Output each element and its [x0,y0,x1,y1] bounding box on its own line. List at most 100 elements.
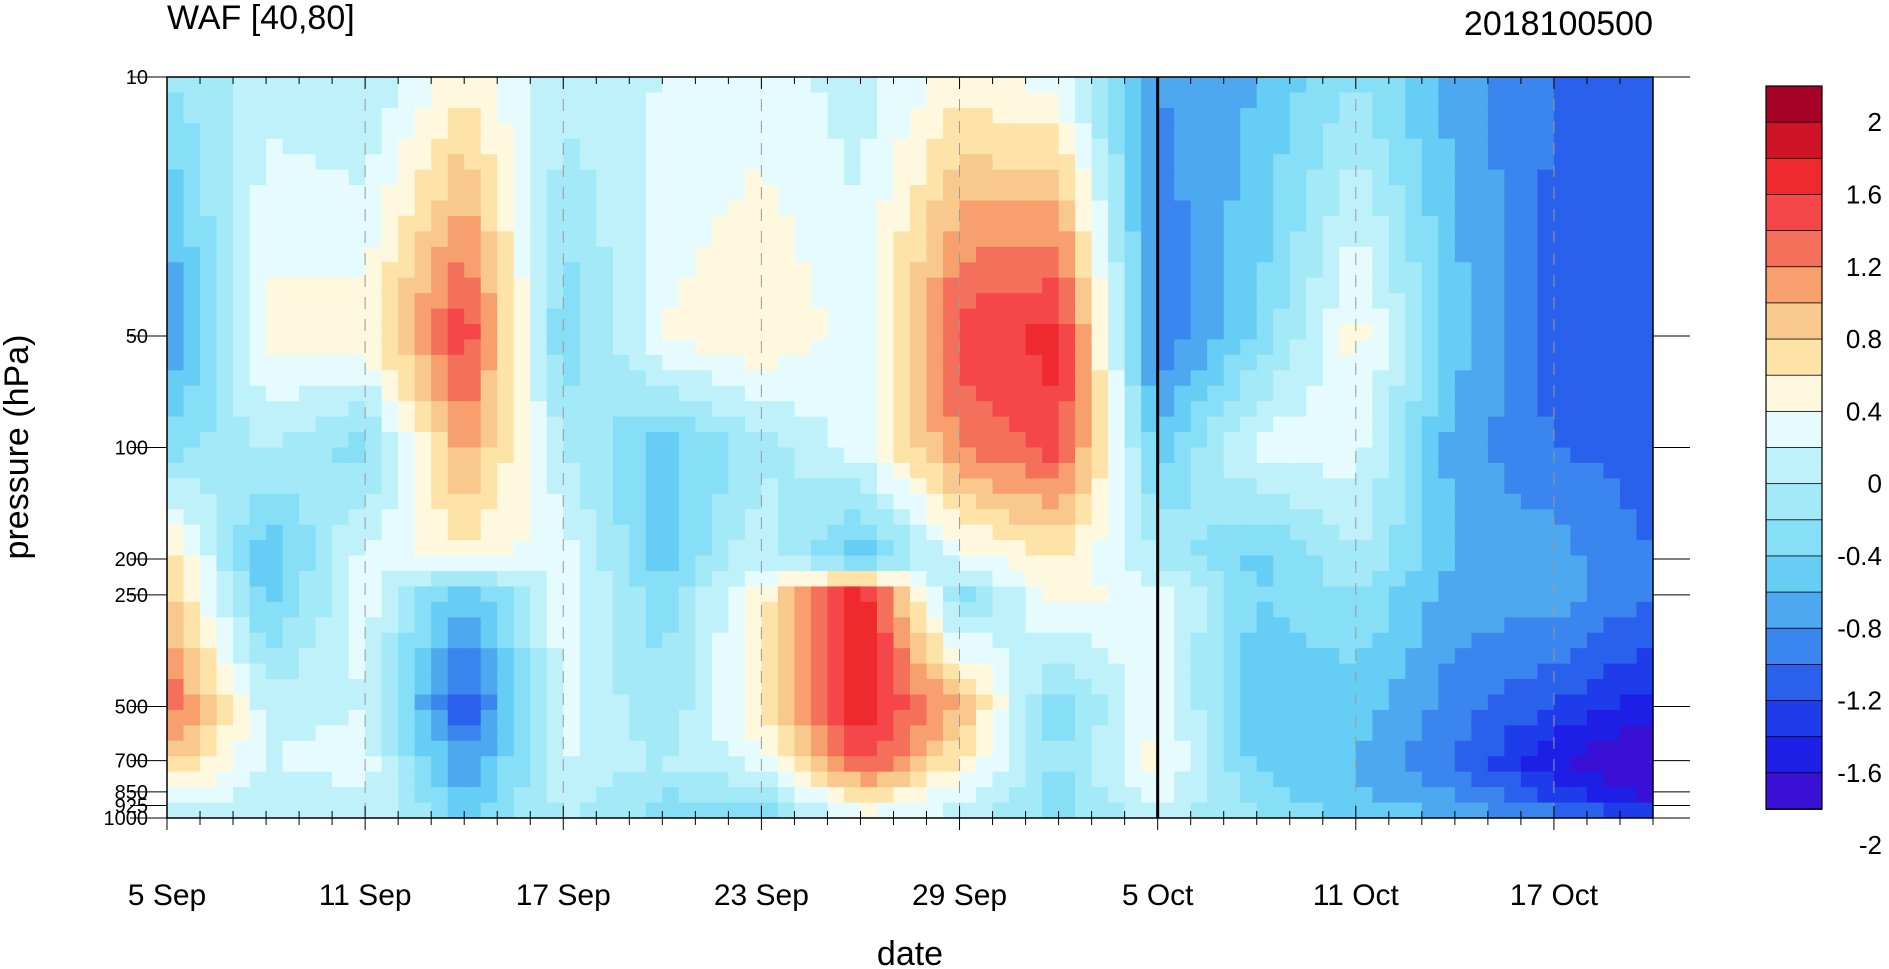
heatmap-cell [1273,771,1291,788]
heatmap-cell [1454,324,1472,341]
heatmap-cell [876,231,895,248]
heatmap-cell [167,555,185,572]
heatmap-cell [1405,709,1423,726]
heatmap-cell [1124,648,1142,665]
heatmap-cell [1405,401,1423,418]
heatmap-cell [810,123,829,140]
heatmap-cell [926,432,944,449]
heatmap-cell [629,385,647,402]
heatmap-cell [728,540,746,557]
heatmap-cell [464,709,482,726]
heatmap-cell [959,663,977,680]
heatmap-cell [695,324,713,341]
heatmap-cell [860,246,878,263]
heatmap-cell [1619,756,1638,773]
heatmap-cell [513,77,531,94]
heatmap-cell [546,648,564,665]
heatmap-cell [1454,370,1472,387]
heatmap-cell [480,262,498,279]
heatmap-cell [414,725,432,742]
heatmap-cell [777,694,796,711]
heatmap-cell [1207,107,1225,124]
heatmap-cell [1289,231,1307,248]
heatmap-cell [893,169,911,186]
heatmap-cell [1405,756,1423,773]
y-tick-label: 250 [115,585,148,607]
heatmap-cell [843,586,862,603]
heatmap-cell [943,107,961,124]
heatmap-cell [860,123,878,140]
heatmap-cell [200,740,218,757]
heatmap-cell [332,632,350,649]
heatmap-cell [612,709,630,726]
heatmap-cell [1570,77,1588,94]
heatmap-cell [299,462,317,479]
heatmap-cell [926,385,944,402]
heatmap-cell [959,401,977,418]
heatmap-cell [1454,231,1472,248]
heatmap-cell [876,138,895,155]
heatmap-cell [1306,586,1324,603]
heatmap-cell [1289,571,1307,588]
heatmap-cell [1636,107,1653,124]
heatmap-cell [530,509,548,526]
heatmap-cell [1570,354,1588,371]
heatmap-cell [513,293,531,310]
heatmap-cell [315,432,333,449]
heatmap-cell [1141,509,1159,526]
heatmap-cell [1537,740,1555,757]
heatmap-cell [728,555,746,572]
heatmap-cell [645,416,663,433]
heatmap-cell [1603,586,1621,603]
heatmap-cell [1108,478,1126,495]
heatmap-cell [1537,802,1555,818]
heatmap-cell [1240,617,1258,634]
heatmap-cell [1471,756,1489,773]
heatmap-cell [1372,771,1390,788]
heatmap-cell [678,648,696,665]
heatmap-cell [348,694,366,711]
heatmap-cell [398,787,416,804]
heatmap-cell [876,586,895,603]
heatmap-cell [1223,632,1241,649]
heatmap-cell [1025,540,1043,557]
heatmap-cell [1009,138,1027,155]
heatmap-cell [1553,262,1572,279]
heatmap-cell [1322,401,1340,418]
heatmap-cell [1487,462,1505,479]
heatmap-cell [1438,571,1456,588]
heatmap-cell [876,324,895,341]
heatmap-cell [464,339,482,356]
heatmap-cell [414,215,432,232]
heatmap-cell [794,617,812,634]
heatmap-cell [777,493,796,510]
heatmap-cell [1322,787,1340,804]
heatmap-cell [1190,771,1208,788]
heatmap-cell [761,447,779,464]
heatmap-cell [348,92,366,109]
heatmap-cell [1487,555,1505,572]
heatmap-cell [1438,262,1456,279]
heatmap-cell [266,524,284,541]
heatmap-cell [563,92,581,109]
heatmap-cell [843,262,862,279]
heatmap-cell [959,138,977,155]
heatmap-cell [1091,524,1109,541]
heatmap-cell [1388,107,1406,124]
heatmap-cell [563,740,581,757]
heatmap-cell [447,771,465,788]
heatmap-cell [1537,246,1555,263]
heatmap-cell [266,617,284,634]
heatmap-cell [678,123,696,140]
heatmap-cell [1306,416,1324,433]
heatmap-cell [480,246,498,263]
heatmap-cell [629,586,647,603]
heatmap-cell [1454,679,1472,696]
heatmap-cell [876,215,895,232]
heatmap-cell [612,694,630,711]
heatmap-cell [579,771,597,788]
heatmap-cell [1487,231,1505,248]
heatmap-cell [1157,756,1175,773]
heatmap-cell [233,493,251,510]
heatmap-cell [860,447,878,464]
